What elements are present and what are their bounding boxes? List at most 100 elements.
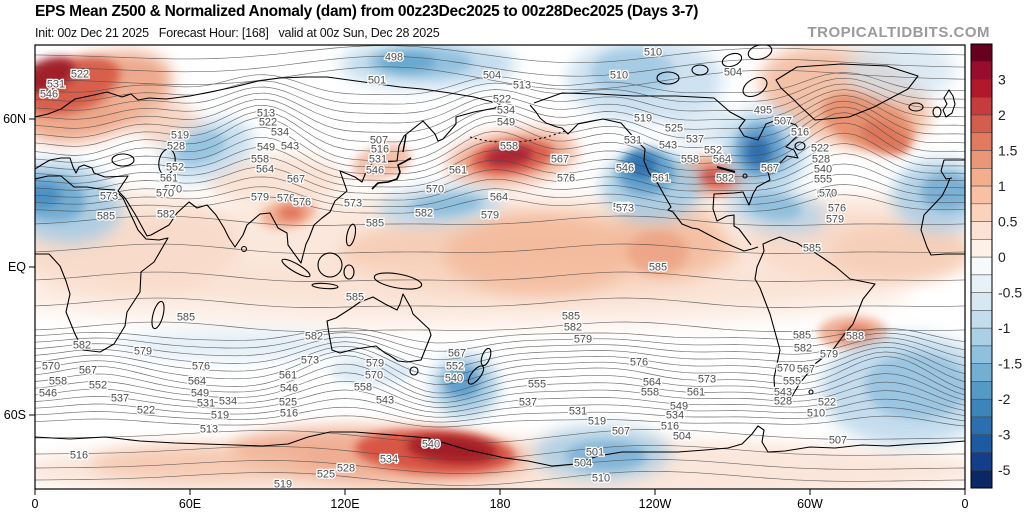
contour-line	[35, 471, 965, 486]
contour-line	[35, 429, 965, 444]
x-tick-label: 120W	[639, 497, 672, 511]
contour-label: 561	[652, 173, 670, 185]
colorbar-segment	[970, 185, 993, 205]
colorbar: 3 2 1.5 1 0.5 0 -0.5 -1 -1.5 -2 -3 -5	[970, 43, 1022, 489]
contour-label: 567	[448, 348, 466, 360]
contour-line	[35, 45, 965, 64]
contour-label: 510	[592, 473, 610, 485]
colorbar-segment	[970, 434, 993, 453]
contour-label: 576	[630, 357, 648, 369]
contour-label: 579	[251, 192, 269, 204]
x-tick-label: 60W	[797, 497, 823, 511]
contour-label: 564	[490, 192, 508, 204]
contour-label: 522	[818, 397, 836, 409]
colorbar-tick-label: 2	[998, 107, 1006, 123]
coastline-ireland	[932, 106, 942, 118]
contour-label: 516	[371, 144, 389, 156]
contour-label: 546	[39, 388, 57, 400]
contour-label: 558	[500, 141, 518, 153]
contour-label: 582	[305, 331, 323, 343]
y-tick-label: 60S	[4, 408, 26, 422]
contour-label: 564	[643, 377, 661, 389]
contour-label: 519	[634, 113, 652, 125]
contour-line	[35, 336, 965, 360]
contour-label: 507	[829, 435, 847, 447]
contour-label: 534	[666, 410, 684, 422]
colorbar-segment	[970, 61, 993, 80]
contour-label: 579	[574, 334, 592, 346]
contour-label: 531	[197, 398, 215, 410]
contour-label: 534	[497, 105, 515, 117]
contour-label: 543	[774, 387, 792, 399]
contour-label: 582	[794, 343, 812, 355]
contour-label: 549	[670, 401, 688, 413]
y-tick-label: 60N	[3, 112, 26, 126]
contour-label: 570	[426, 184, 444, 196]
contour-label: 531	[369, 154, 387, 166]
coastline-north-africa	[35, 175, 116, 191]
coastline-sumatra	[281, 258, 311, 278]
contour-label: 522	[71, 69, 89, 81]
colorbar-segment	[970, 150, 993, 169]
contour-label: 540	[445, 373, 463, 385]
contour-label: 564	[713, 154, 731, 166]
chart-title: EPS Mean Z500 & Normalized Anomaly (dam)…	[35, 3, 699, 20]
contour-label: 570	[777, 363, 795, 375]
contour-line	[35, 445, 965, 460]
coastline-arctic-island-1	[691, 64, 709, 76]
coastline-borneo	[317, 252, 343, 278]
contour-label: 516	[661, 421, 679, 433]
colorbar-tick-label: -1	[998, 320, 1011, 336]
contour-line	[35, 321, 965, 332]
colorbar-segment	[970, 363, 993, 382]
contour-label: 585	[97, 211, 115, 223]
contour-line	[35, 83, 965, 114]
coastline-madagascar	[151, 300, 165, 330]
contour-label: 576	[277, 193, 295, 205]
colorbar-segment	[970, 416, 993, 435]
contour-label: 549	[497, 117, 515, 129]
coastline-sakhalin	[402, 134, 407, 153]
contour-line	[35, 106, 965, 152]
contour-label: 507	[612, 426, 630, 438]
contour-label: 537	[686, 134, 704, 146]
contour-label: 585	[562, 311, 580, 323]
colorbar-segment	[970, 274, 993, 293]
contour-line	[35, 100, 965, 143]
contour-line	[35, 132, 965, 175]
contour-label: 561	[279, 370, 297, 382]
contour-label: 567	[551, 154, 569, 166]
contour-label: 522	[811, 143, 829, 155]
colorbar-segment	[970, 132, 993, 151]
contour-label: 537	[111, 393, 129, 405]
coastline-nz-north	[480, 347, 492, 367]
coastline-australia	[326, 293, 432, 363]
anomaly-shading	[35, 45, 965, 489]
contour-label: 561	[449, 165, 467, 177]
contour-label: 564	[188, 376, 206, 388]
contour-label: 570	[365, 370, 383, 382]
contour-line	[35, 122, 965, 168]
contour-label: 552	[166, 162, 184, 174]
contour-label: 504	[574, 458, 592, 470]
contour-label: 570	[817, 189, 835, 201]
colorbar-segment	[970, 221, 993, 240]
contour-label: 507	[774, 116, 792, 128]
y-axis: 60N EQ 60S	[3, 112, 35, 422]
contour-label: 498	[385, 52, 403, 64]
contour-label: 504	[724, 67, 742, 79]
colorbar-segment	[970, 292, 993, 311]
contour-label: 585	[366, 218, 384, 230]
coastline-sri-lanka	[240, 245, 248, 253]
contour-label: 555	[783, 376, 801, 388]
colorbar-segment	[970, 381, 993, 400]
colorbar-segment	[970, 168, 993, 187]
colorbar-segment	[970, 203, 993, 222]
contour-line	[35, 341, 965, 369]
contour-label: 561	[160, 173, 178, 185]
x-tick-label: 0	[32, 497, 39, 511]
coastline-cuba	[716, 166, 736, 173]
contour-label: 552	[704, 145, 722, 157]
